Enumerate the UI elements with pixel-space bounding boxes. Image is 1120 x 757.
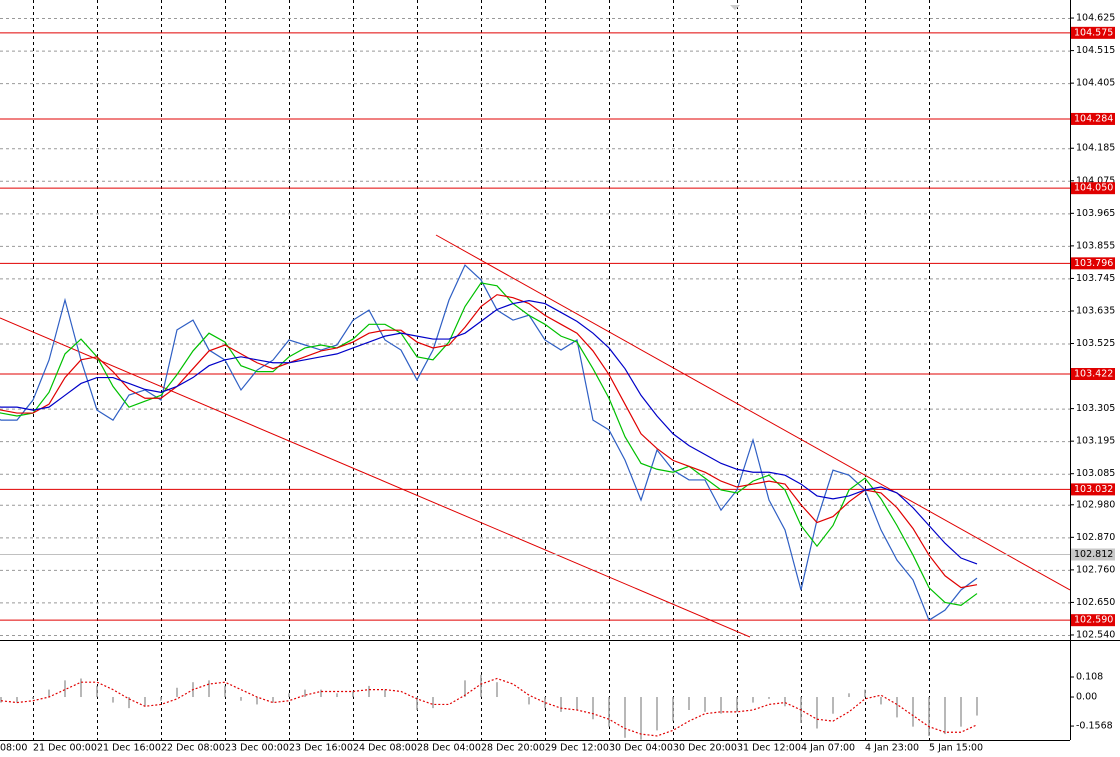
level-label-box — [1071, 483, 1115, 496]
x-tick-label: 4 Jan 07:00 — [801, 743, 855, 754]
x-tick-label: 30 Dec 20:00 — [673, 743, 737, 754]
level-label-box — [1071, 112, 1115, 125]
main-plot — [0, 32, 1070, 622]
x-tick-label: 23 Dec 16:00 — [289, 743, 353, 754]
y-tick-label: 104.625 — [1076, 13, 1115, 24]
y-tick-label: 102.650 — [1076, 597, 1115, 608]
x-tick-label: 24 Dec 08:00 — [353, 743, 417, 754]
series-line — [0, 300, 978, 565]
y-tick-label: 104.185 — [1076, 143, 1115, 154]
current-price-label: 102.812 — [1074, 549, 1113, 560]
series-line — [0, 677, 978, 737]
y-tick-label: 102.980 — [1076, 499, 1115, 510]
series-line — [0, 282, 978, 607]
x-tick-label: 22 Dec 08:00 — [161, 743, 225, 754]
y-tick-label: 103.195 — [1076, 436, 1115, 447]
y-tick-label: 103.635 — [1076, 305, 1115, 316]
y-tick-label: 103.855 — [1076, 240, 1115, 251]
trend-lines — [0, 234, 1070, 638]
y-tick-label: 103.305 — [1076, 403, 1115, 414]
series-line — [0, 264, 978, 622]
y-tick-label: 102.870 — [1076, 532, 1115, 543]
x-tick-label: 5 Jan 15:00 — [929, 743, 983, 754]
y-tick-label: 103.525 — [1076, 338, 1115, 349]
y-tick-label: 0.00 — [1076, 692, 1097, 703]
y-tick-label: 104.075 — [1076, 175, 1115, 186]
axes — [0, 0, 1120, 741]
level-label: 103.422 — [1074, 368, 1113, 379]
x-tick-label: 23 Dec 00:00 — [225, 743, 289, 754]
y-tick-label: -0.1568 — [1076, 721, 1113, 732]
x-tick-label: 21 Dec 00:00 — [33, 743, 97, 754]
x-tick-label: 30 Dec 04:00 — [609, 743, 673, 754]
y-tick-label: 103.965 — [1076, 208, 1115, 219]
x-tick-label: 21 Dec 16:00 — [97, 743, 161, 754]
x-tick-label: 08:00 — [0, 743, 27, 754]
y-tick-label: 102.760 — [1076, 564, 1115, 575]
level-label: 104.050 — [1074, 183, 1113, 194]
level-label-box — [1071, 26, 1115, 39]
level-label: 102.590 — [1074, 615, 1113, 626]
level-label-box — [1071, 257, 1115, 270]
level-label-box — [1071, 614, 1115, 627]
level-label: 104.284 — [1074, 113, 1113, 124]
x-tick-label: 29 Dec 12:00 — [545, 743, 609, 754]
level-label: 103.796 — [1074, 258, 1113, 269]
x-tick-label: 28 Dec 04:00 — [417, 743, 481, 754]
shift-marker — [730, 5, 740, 10]
level-label: 103.032 — [1074, 484, 1113, 495]
labels: 08:00 21 Dec 00:00 21 Dec 16:00 22 Dec 08:0… — [0, 13, 1115, 754]
x-tick-label: 4 Jan 23:00 — [865, 743, 919, 754]
trend-line — [0, 317, 751, 638]
y-tick-label: 103.085 — [1076, 468, 1115, 479]
level-label-box — [1071, 367, 1115, 380]
x-tick-label: 28 Dec 20:00 — [481, 743, 545, 754]
grid — [0, 0, 1070, 740]
y-tick-label: 0.108 — [1076, 672, 1103, 683]
y-tick-label: 104.515 — [1076, 45, 1115, 56]
current-price-box — [1071, 548, 1115, 561]
y-tick-label: 103.745 — [1076, 273, 1115, 284]
series-line — [0, 294, 978, 589]
level-label: 104.575 — [1074, 27, 1113, 38]
level-label-box — [1071, 182, 1115, 195]
x-tick-label: 31 Dec 12:00 — [737, 743, 801, 754]
oscillator-plot — [0, 674, 978, 740]
y-tick-label: 104.405 — [1076, 78, 1115, 89]
trend-line — [435, 234, 1070, 591]
y-tick-label: 102.540 — [1076, 629, 1115, 640]
